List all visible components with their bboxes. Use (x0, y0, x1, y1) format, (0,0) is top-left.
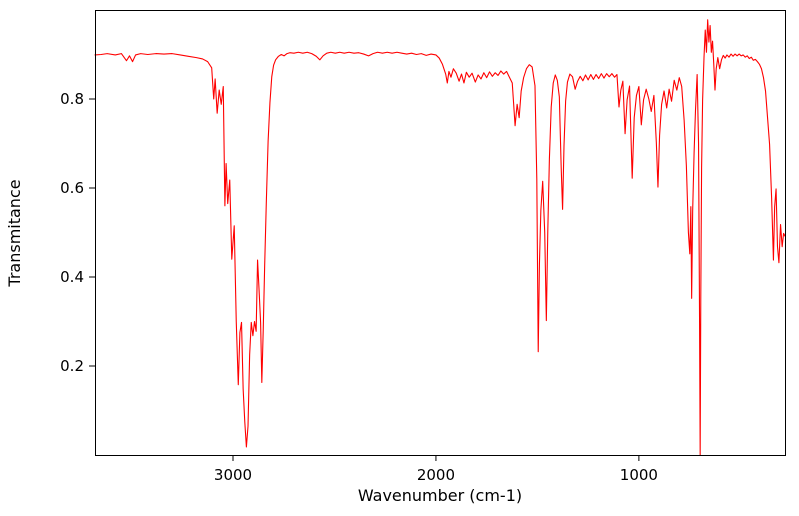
x-tick-label: 1000 (620, 466, 658, 484)
y-tick-label: 0.6 (60, 179, 84, 197)
y-tick-label: 0.2 (60, 357, 84, 375)
spectrum-line (94, 19, 786, 456)
y-tick-label: 0.4 (60, 268, 84, 286)
y-axis-label: Transmitance (5, 179, 24, 287)
axes-frame (95, 10, 786, 456)
x-tick-label: 2000 (417, 466, 455, 484)
x-axis-label: Wavenumber (cm-1) (358, 486, 522, 505)
x-tick-label: 3000 (214, 466, 252, 484)
y-tick-label: 0.8 (60, 90, 84, 108)
plot-layer: 3000 2000 1000 0.2 0.4 0.6 0.8 (60, 10, 786, 484)
